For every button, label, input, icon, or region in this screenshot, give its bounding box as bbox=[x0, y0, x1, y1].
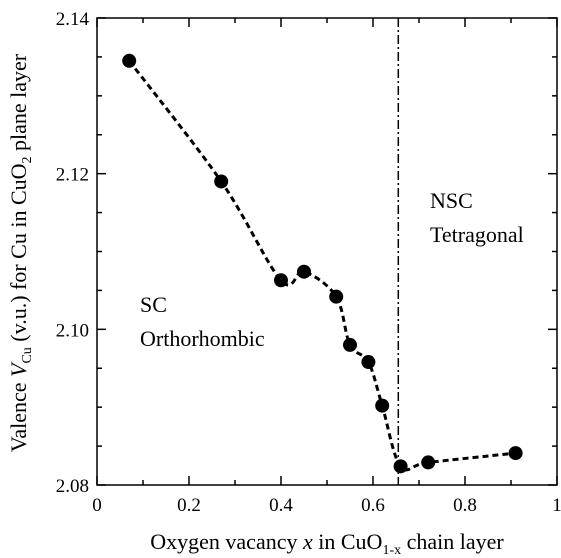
y-tick-label: 2.14 bbox=[56, 9, 90, 30]
x-tick-label: 0.8 bbox=[453, 495, 477, 516]
y-tick-label: 2.12 bbox=[56, 165, 89, 186]
region-label-sc: SC bbox=[140, 292, 167, 317]
x-axis-title-var: x bbox=[302, 529, 313, 554]
data-point bbox=[122, 53, 137, 68]
data-point bbox=[214, 174, 229, 189]
x-axis-tick-labels: 0 0.2 0.4 0.6 0.8 1 bbox=[92, 495, 561, 516]
x-axis-title-prefix: Oxygen vacancy bbox=[150, 529, 303, 554]
x-tick-label: 0.4 bbox=[269, 495, 293, 516]
x-tick-label: 0.6 bbox=[361, 495, 385, 516]
x-axis-title-mid: in CuO bbox=[313, 529, 383, 554]
data-point bbox=[421, 455, 436, 470]
y-axis-title-sub2: 2 bbox=[20, 156, 35, 163]
plot-frame bbox=[96, 17, 558, 486]
y-tick-label: 2.10 bbox=[56, 320, 89, 341]
data-point bbox=[343, 337, 357, 352]
data-point bbox=[329, 289, 344, 304]
x-axis-title-suffix: chain layer bbox=[401, 529, 504, 554]
y-axis-title-sub: Cu bbox=[20, 347, 35, 363]
data-point bbox=[361, 355, 376, 370]
series-dashed-line bbox=[128, 59, 516, 472]
x-tick-label: 0.2 bbox=[177, 495, 201, 516]
y-axis-title-prefix: Valence bbox=[6, 377, 31, 452]
x-axis-ticks bbox=[96, 18, 558, 485]
y-axis-ticks bbox=[97, 17, 557, 486]
y-tick-label: 2.08 bbox=[56, 476, 89, 497]
data-point bbox=[375, 398, 390, 413]
region-label-orthorhombic: Orthorhombic bbox=[140, 326, 265, 351]
y-axis-title-mid: (v.u.) for Cu in CuO bbox=[6, 163, 31, 347]
data-point bbox=[393, 459, 408, 474]
region-label-tetragonal: Tetragonal bbox=[430, 222, 524, 247]
y-axis-title-var: V bbox=[6, 361, 31, 377]
y-axis-title: Valence VCu (v.u.) for Cu in CuO2 plane … bbox=[6, 53, 35, 452]
data-point bbox=[508, 446, 523, 461]
y-axis-title-suffix: plane layer bbox=[6, 53, 31, 156]
data-point bbox=[274, 273, 288, 288]
x-axis-title-sub: 1-x bbox=[382, 543, 401, 558]
y-axis-tick-labels: 2.08 2.10 2.12 2.14 bbox=[56, 9, 90, 497]
series-points bbox=[122, 53, 523, 474]
region-label-nsc: NSC bbox=[430, 188, 473, 213]
data-point bbox=[297, 264, 311, 279]
x-axis-title: Oxygen vacancy x in CuO1-x chain layer bbox=[150, 529, 504, 558]
x-tick-label: 1 bbox=[552, 495, 561, 516]
x-tick-label: 0 bbox=[92, 495, 102, 516]
